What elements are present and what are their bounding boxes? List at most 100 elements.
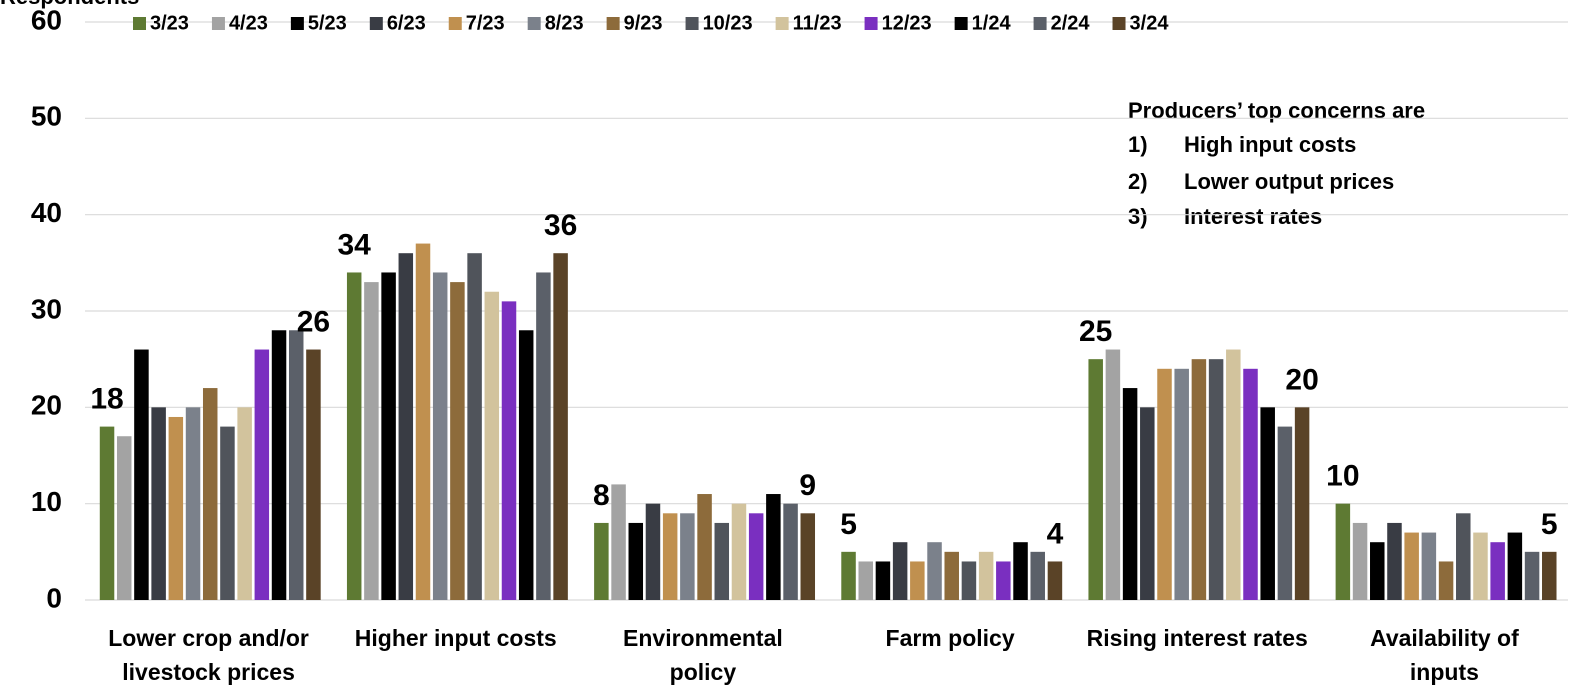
bar: [1140, 407, 1155, 600]
bar: [168, 416, 184, 600]
x-tick-label: Farm policy: [885, 625, 1015, 651]
bar: [766, 494, 781, 600]
data-label: 8: [593, 479, 610, 512]
data-label: 34: [338, 228, 372, 261]
bar: [645, 503, 661, 600]
bar: [398, 253, 414, 600]
bar: [800, 513, 816, 600]
bar: [501, 301, 517, 600]
y-tick-label: 20: [31, 390, 62, 421]
bar: [553, 253, 568, 600]
y-tick-label: 30: [31, 293, 62, 324]
bar: [1047, 561, 1063, 600]
bar: [697, 494, 712, 600]
legend-swatch: [527, 17, 541, 30]
bar: [518, 330, 534, 600]
bar: [151, 407, 166, 600]
x-tick-label: Availability of inputs: [1370, 625, 1519, 685]
bar: [185, 407, 201, 600]
legend-swatch: [775, 17, 789, 30]
bar: [1243, 368, 1258, 600]
legend-swatch: [1033, 17, 1047, 30]
bar: [288, 330, 304, 600]
legend-swatch: [369, 17, 383, 30]
bar: [1335, 503, 1351, 600]
bar: [1277, 426, 1293, 600]
bar: [381, 272, 396, 600]
data-label: 25: [1079, 315, 1112, 348]
bar: [996, 561, 1011, 600]
bar: [1438, 561, 1454, 600]
data-label: 5: [1541, 508, 1558, 541]
bar: [1260, 407, 1275, 600]
annotation-number: 2): [1128, 169, 1148, 194]
legend-label: 10/23: [703, 12, 753, 34]
bar: [99, 426, 115, 600]
data-label: 10: [1326, 460, 1359, 493]
legend-label: 7/23: [466, 12, 505, 34]
bar: [731, 503, 747, 600]
bar: [910, 561, 925, 600]
bar: [927, 542, 942, 600]
bar: [1421, 532, 1437, 600]
bar: [1404, 532, 1419, 600]
bar: [237, 407, 252, 600]
bar: [1370, 542, 1385, 600]
y-tick-label: 60: [31, 4, 62, 35]
bar: [875, 561, 891, 600]
data-label: 18: [90, 383, 123, 416]
bar: [1157, 368, 1172, 600]
bar: [467, 253, 482, 600]
bar: [858, 561, 873, 600]
legend-swatch: [864, 17, 878, 30]
bar: [594, 522, 609, 600]
bar: [1473, 532, 1488, 600]
legend-swatch: [211, 17, 225, 30]
bar: [680, 513, 695, 600]
bar: [978, 551, 994, 600]
bar: [1088, 359, 1103, 600]
legend-label: 6/23: [387, 12, 426, 34]
bar: [1105, 349, 1121, 600]
bar: [1122, 388, 1138, 600]
bar: [892, 542, 908, 600]
bar: [1524, 551, 1540, 600]
bar: [1226, 349, 1241, 600]
annotation-item: Lower output prices: [1184, 169, 1394, 194]
data-label: 26: [297, 305, 330, 338]
legend-swatch: [685, 17, 699, 30]
data-label: 36: [544, 209, 577, 242]
legend-label: 9/23: [624, 12, 663, 34]
bar: [202, 388, 218, 600]
legend-label: 8/23: [545, 12, 584, 34]
bar: [714, 522, 730, 600]
data-label: 5: [840, 508, 857, 541]
legend-label: 3/23: [150, 12, 189, 34]
bar: [748, 513, 764, 600]
legend-swatch: [954, 17, 968, 30]
bar: [841, 551, 856, 600]
annotation-item: High input costs: [1184, 132, 1356, 157]
bar: [220, 426, 235, 600]
legend-label: 12/23: [882, 12, 932, 34]
bar: [1456, 513, 1471, 600]
bar: [944, 551, 959, 600]
bar: [432, 272, 448, 600]
bar: [254, 349, 270, 600]
annotation-number: 1): [1128, 132, 1148, 157]
bar: [1542, 551, 1557, 600]
legend-label: 4/23: [229, 12, 268, 34]
legend-swatch: [290, 17, 304, 30]
bar: [1030, 551, 1045, 600]
bar: [1208, 359, 1224, 600]
bar: [783, 503, 798, 600]
x-tick-label: Environmental policy: [623, 625, 783, 685]
bar: [628, 522, 644, 600]
y-axis-label: Respondents: [0, 0, 139, 9]
x-tick-label: Lower crop and/or livestock prices: [108, 625, 309, 685]
bar: [134, 349, 149, 600]
legend-swatch: [133, 17, 146, 30]
annotation-number: 3): [1128, 204, 1148, 229]
